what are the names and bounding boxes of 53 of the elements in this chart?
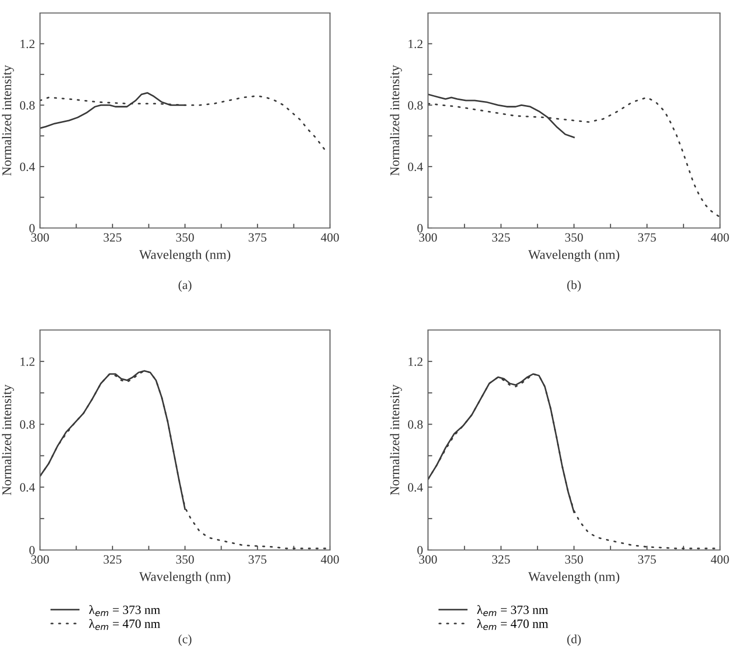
y-tick-label: 0.8 [408, 420, 423, 429]
y-axis-title: Normalized intensity [390, 384, 402, 496]
y-tick-label: 0 [417, 546, 423, 554]
y-tick-label: 0.4 [20, 483, 35, 492]
x-tick-label: 375 [638, 233, 656, 242]
x-tick-label: 325 [104, 233, 122, 242]
x-axis-title: Wavelength (nm) [528, 250, 620, 262]
text: (b) [567, 280, 581, 292]
line-series [428, 96, 720, 218]
x-tick-label: 350 [565, 555, 583, 564]
x-tick-label: 400 [710, 233, 729, 242]
y-axis-title: Normalized intensity [2, 65, 14, 176]
y-axis-title: Normalized intensity [2, 384, 14, 496]
legend-label: λ$_{em}$ = 470 nm [477, 619, 548, 630]
x-tick-label: 300 [31, 233, 49, 242]
x-tick-label: 300 [419, 233, 437, 242]
y-tick-label: 1.2 [408, 40, 422, 48]
legend-label: λ$_{em}$ = 373 nm [89, 605, 160, 616]
y-axis-title: Normalized intensity [390, 65, 402, 176]
y-tick-label: 0.8 [408, 101, 423, 110]
y-tick-label: 0.8 [20, 420, 35, 429]
x-tick-label: 375 [638, 555, 656, 564]
y-tick-label: 1.2 [20, 40, 34, 48]
x-tick-label: 300 [419, 555, 437, 564]
x-tick-label: 325 [492, 233, 510, 242]
y-tick-label: 0 [29, 224, 35, 232]
x-tick-label: 375 [248, 233, 266, 242]
x-tick-label: 325 [104, 555, 122, 564]
x-tick-label: 350 [565, 233, 583, 242]
x-tick-label: 400 [320, 555, 339, 564]
x-tick-label: 400 [710, 555, 729, 564]
x-tick-label: 325 [492, 555, 510, 564]
x-axis-title: Wavelength (nm) [139, 572, 230, 584]
x-axis-title: Wavelength (nm) [139, 250, 230, 262]
y-tick-label: 0 [417, 224, 423, 232]
y-tick-label: 0.8 [20, 101, 35, 110]
y-tick-label: 1.2 [20, 357, 34, 366]
x-tick-label: 350 [176, 233, 194, 242]
y-tick-label: 0.4 [408, 483, 423, 492]
text: (a) [178, 280, 192, 292]
y-tick-label: 0.4 [408, 162, 423, 172]
legend-label: λ$_{em}$ = 373 nm [477, 605, 548, 616]
text: (d) [567, 634, 581, 646]
x-axis-title: Wavelength (nm) [528, 572, 620, 584]
x-tick-label: 400 [320, 233, 339, 242]
x-tick-label: 375 [248, 555, 266, 564]
text: (c) [178, 634, 192, 646]
y-tick-label: 0.4 [20, 162, 35, 172]
x-tick-label: 350 [176, 555, 194, 564]
x-tick-label: 300 [31, 555, 49, 564]
y-tick-label: 1.2 [408, 357, 422, 366]
y-tick-label: 0 [29, 546, 35, 554]
legend-label: λ$_{em}$ = 470 nm [89, 619, 160, 630]
